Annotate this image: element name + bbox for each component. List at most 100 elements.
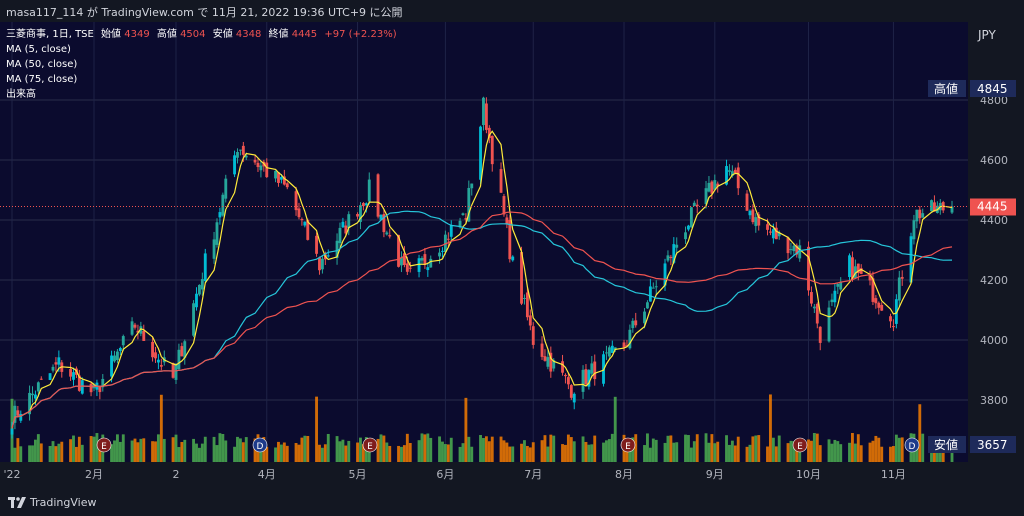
volume-bar	[566, 434, 570, 462]
candle-body	[900, 276, 904, 279]
candle-body	[710, 181, 714, 194]
candle-body	[528, 315, 532, 326]
candle-body	[877, 302, 881, 308]
candle-body	[279, 177, 283, 180]
candle-body	[651, 287, 655, 289]
candle-body	[417, 258, 421, 272]
volume-bar	[830, 443, 834, 462]
volume-bar	[277, 441, 280, 462]
volume-bar	[810, 440, 813, 462]
volume-bar	[754, 435, 758, 462]
volume-bar	[426, 433, 430, 462]
price-chart[interactable]: E D E E E D 4800 4600 4400 4200 4000 3800 '22 2月 2 4月…	[0, 22, 1024, 488]
tradingview-logo[interactable]: TradingView	[8, 496, 96, 509]
volume-bar	[118, 441, 122, 462]
volume-bar	[244, 437, 248, 462]
candle-body	[672, 244, 676, 263]
candle-body	[593, 361, 597, 380]
candle-body	[253, 159, 257, 163]
candle-body	[306, 220, 310, 240]
volume-bar	[171, 437, 175, 462]
event-marker-label: E	[625, 442, 631, 452]
legend-volume: 出来高	[6, 87, 36, 100]
candle-body	[827, 307, 831, 342]
candle-body	[367, 179, 371, 202]
candle-body	[950, 206, 954, 213]
candle-body	[687, 225, 690, 230]
candle-body	[195, 293, 198, 308]
volume-bar	[356, 442, 359, 462]
price-tick-label: 4600	[980, 154, 1008, 167]
candle-body	[224, 178, 228, 199]
volume-bar	[464, 397, 468, 462]
legend-ma50: MA (50, close)	[6, 59, 77, 70]
candle-body	[265, 162, 269, 178]
volume-bar	[921, 433, 925, 462]
volume-bar	[441, 441, 444, 462]
candle-body	[921, 213, 925, 218]
candle-body	[51, 366, 55, 371]
candle-body	[48, 373, 52, 381]
volume-bar	[236, 436, 239, 462]
candle-body	[441, 250, 444, 252]
volume-bar	[941, 447, 945, 462]
candle-body	[502, 196, 506, 215]
candle-body	[523, 298, 526, 300]
candle-body	[728, 170, 731, 172]
volume-bar	[259, 445, 263, 462]
volume-bar	[121, 434, 125, 462]
candle-body	[625, 345, 629, 347]
candle-body	[54, 362, 58, 365]
volume-bar	[215, 445, 219, 462]
volume-bar	[159, 394, 163, 462]
volume-bar	[710, 434, 714, 462]
volume-bar	[540, 440, 544, 462]
candle-body	[733, 169, 737, 174]
high-tag-label: 高値	[934, 81, 958, 96]
volume-bar	[502, 440, 506, 462]
volume-bar	[382, 435, 386, 462]
candle-body	[818, 326, 822, 343]
volume-bar	[74, 446, 78, 462]
legend-low: 4348	[236, 29, 261, 40]
event-marker-label: E	[367, 442, 373, 452]
candle-body	[113, 355, 116, 362]
price-axis[interactable]: 4800 4600 4400 4200 4000 3800	[980, 94, 1008, 407]
legend-ma75: MA (75, close)	[6, 74, 77, 85]
candle-body	[388, 234, 392, 237]
candle-body	[812, 306, 816, 309]
volume-bar	[704, 433, 708, 462]
candle-body	[581, 369, 585, 392]
volume-bar	[757, 435, 761, 462]
candle-body	[786, 237, 790, 254]
volume-bar	[420, 433, 424, 462]
candle-body	[552, 360, 556, 369]
candle-body	[675, 244, 679, 248]
candle-body	[19, 413, 23, 421]
volume-bar	[326, 433, 330, 462]
candle-body	[385, 232, 389, 235]
candle-body	[894, 299, 898, 324]
volume-bar	[587, 444, 591, 462]
event-marker-label: D	[257, 442, 264, 452]
volume-bar	[133, 438, 137, 462]
candle-body	[666, 255, 670, 261]
volume-bar	[385, 442, 389, 462]
candle-body	[238, 149, 242, 151]
volume-bar	[221, 433, 225, 462]
tradingview-logo-text: TradingView	[30, 496, 97, 509]
volume-bar	[408, 443, 412, 462]
time-tick-label: 2月	[85, 468, 103, 481]
volume-bar	[113, 440, 116, 462]
volume-bar	[400, 446, 403, 462]
time-axis[interactable]: '22 2月 2 4月 5月 6月 7月 8月 9月 10月 11月	[3, 468, 905, 481]
candle-body	[572, 393, 576, 403]
event-marker-circle	[362, 437, 378, 453]
volume-bar	[689, 447, 693, 462]
candle-body	[692, 202, 696, 207]
candle-body	[77, 375, 81, 391]
volume-bar	[154, 441, 157, 462]
candle-body	[405, 263, 409, 272]
volume-bar	[224, 440, 228, 462]
volume-bar	[531, 442, 535, 462]
